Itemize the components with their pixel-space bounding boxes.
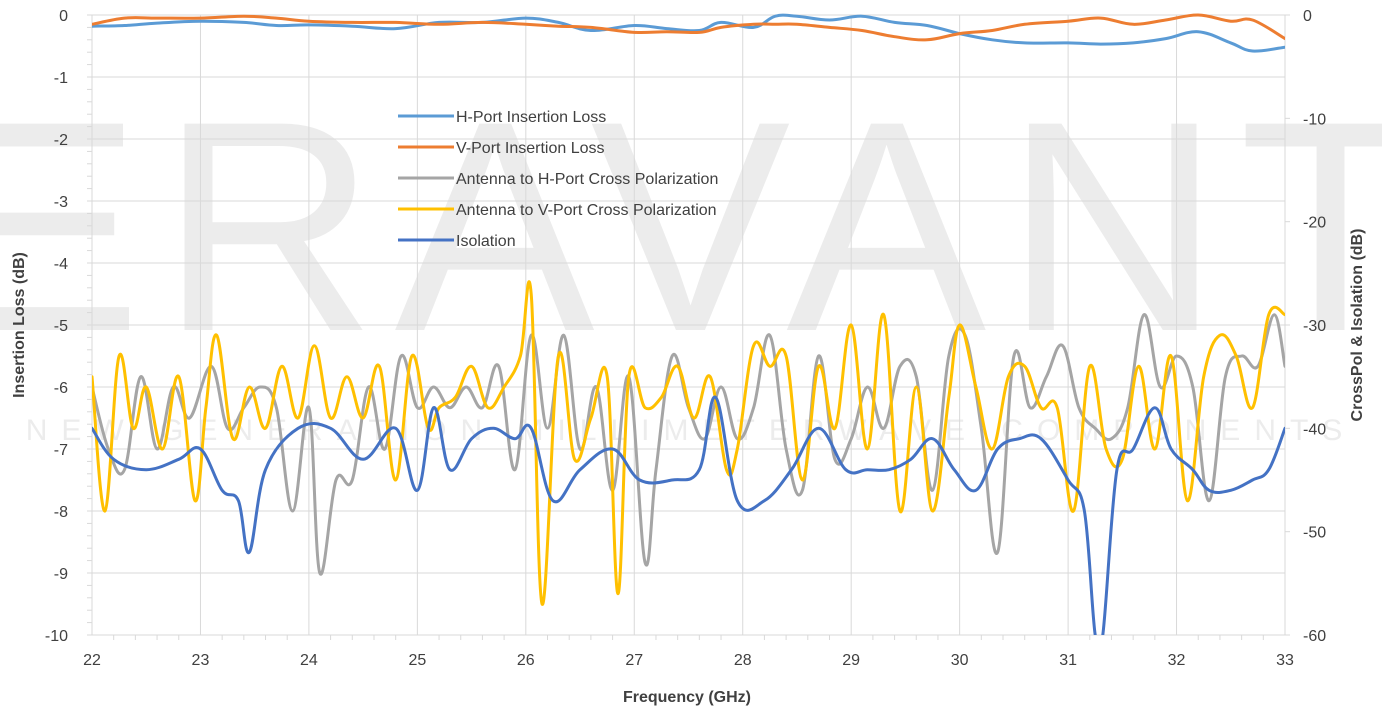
y-right-tick-label: -20	[1303, 215, 1326, 232]
y-left-tick-label: -7	[54, 442, 68, 459]
series-line-v-port-insertion-loss	[92, 13, 1285, 42]
legend-label-h-port-insertion-loss: H-Port Insertion Loss	[456, 109, 606, 126]
x-tick-label: 32	[1168, 652, 1186, 669]
x-tick-label: 24	[300, 652, 318, 669]
series-lines	[92, 13, 1285, 635]
x-tick-label: 26	[517, 652, 535, 669]
y-right-tick-label: -30	[1303, 318, 1326, 335]
y-left-tick-label: -4	[54, 256, 68, 273]
y-left-tick-label: -3	[54, 194, 68, 211]
y-right-tick-label: -40	[1303, 421, 1326, 438]
legend-label-antenna-to-v-port-cross-polarization: Antenna to V-Port Cross Polarization	[456, 202, 717, 219]
x-tick-label: 23	[192, 652, 210, 669]
tick-labels: 22 23 24 25 26 27 28 29 30 31 32 33 0 -1 -2 -3 -4 -5 -6 -7 -…	[45, 8, 1326, 669]
series-line-antenna-to-h-port-cross-polarization	[92, 313, 1285, 576]
x-tick-label: 33	[1276, 652, 1294, 669]
y-left-tick-label: -2	[54, 132, 68, 149]
y-left-tick-label: -9	[54, 566, 68, 583]
x-tick-label: 29	[842, 652, 860, 669]
series-line-isolation	[92, 395, 1285, 635]
y-right-tick-label: -60	[1303, 628, 1326, 645]
legend-label-antenna-to-h-port-cross-polarization: Antenna to H-Port Cross Polarization	[456, 171, 718, 188]
y-axis-right-title: CrossPol & Isolation (dB)	[1349, 229, 1366, 422]
x-tick-label: 27	[625, 652, 643, 669]
y-axis-left-title: Insertion Loss (dB)	[11, 252, 28, 398]
x-tick-label: 31	[1059, 652, 1077, 669]
y-right-tick-label: 0	[1303, 8, 1312, 25]
y-left-tick-label: -6	[54, 380, 68, 397]
x-tick-label: 28	[734, 652, 752, 669]
y-left-tick-label: -5	[54, 318, 68, 335]
legend: H-Port Insertion Loss V-Port Insertion Lo…	[398, 109, 718, 250]
legend-label-isolation: Isolation	[456, 233, 516, 250]
x-tick-label: 25	[408, 652, 426, 669]
x-tick-label: 30	[951, 652, 969, 669]
y-left-tick-label: -8	[54, 504, 68, 521]
y-left-tick-label: -10	[45, 628, 68, 645]
y-right-tick-label: -50	[1303, 525, 1326, 542]
y-right-tick-label: -10	[1303, 111, 1326, 128]
x-axis-title: Frequency (GHz)	[623, 689, 751, 706]
y-left-tick-label: -1	[54, 70, 68, 87]
watermark-logo: ERAVANT	[0, 58, 1382, 394]
series-line-antenna-to-v-port-cross-polarization	[92, 280, 1285, 606]
y-left-tick-label: 0	[59, 8, 68, 25]
x-tick-label: 22	[83, 652, 101, 669]
legend-label-v-port-insertion-loss: V-Port Insertion Loss	[456, 140, 605, 157]
